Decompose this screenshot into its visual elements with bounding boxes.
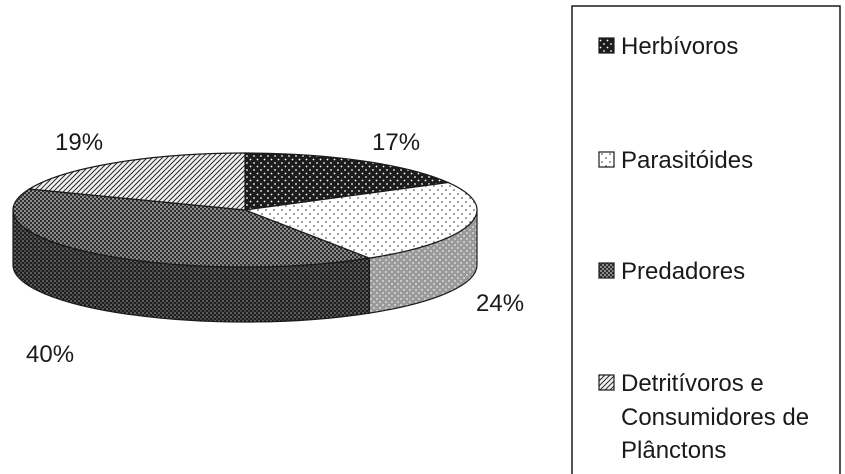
slice-herbivoros (244, 152, 451, 211)
legend-label-parasitoides: Parasitóides (621, 147, 753, 174)
slice-predadores (12, 188, 372, 268)
legend-label-herbivoros: Herbívoros (621, 33, 738, 60)
legend-swatch-herbivoros (598, 37, 615, 54)
slice-label-parasitoides: 24% (476, 290, 524, 317)
legend-item-predadores: Predadores (598, 258, 745, 285)
legend-swatch-detritivoros (598, 374, 615, 391)
legend-item-parasitoides: Parasitóides (598, 147, 753, 174)
legend-label-detritivoros-line1: Detritívoros e (621, 370, 764, 397)
legend-swatch-parasitoides (598, 151, 615, 168)
legend-label-predadores: Predadores (621, 258, 745, 285)
legend-swatch-predadores (598, 262, 615, 279)
slice-parasitoides (244, 181, 478, 259)
legend-item-herbivoros: Herbívoros (598, 33, 738, 60)
legend-label-detritivoros-line2: Consumidores de (621, 404, 809, 431)
slice-detritivoros (27, 152, 246, 211)
legend-item-detritivoros: Detritívoros e Consumidores de Plânctons (598, 370, 809, 464)
slice-label-detritivoros: 19% (55, 129, 103, 156)
slice-label-herbivoros: 17% (372, 129, 420, 156)
legend: Herbívoros Parasitóides Predadores Detri… (571, 5, 841, 474)
legend-label-detritivoros-line3: Plânctons (621, 437, 726, 464)
slice-label-predadores: 40% (26, 341, 74, 368)
pie (12, 152, 478, 323)
